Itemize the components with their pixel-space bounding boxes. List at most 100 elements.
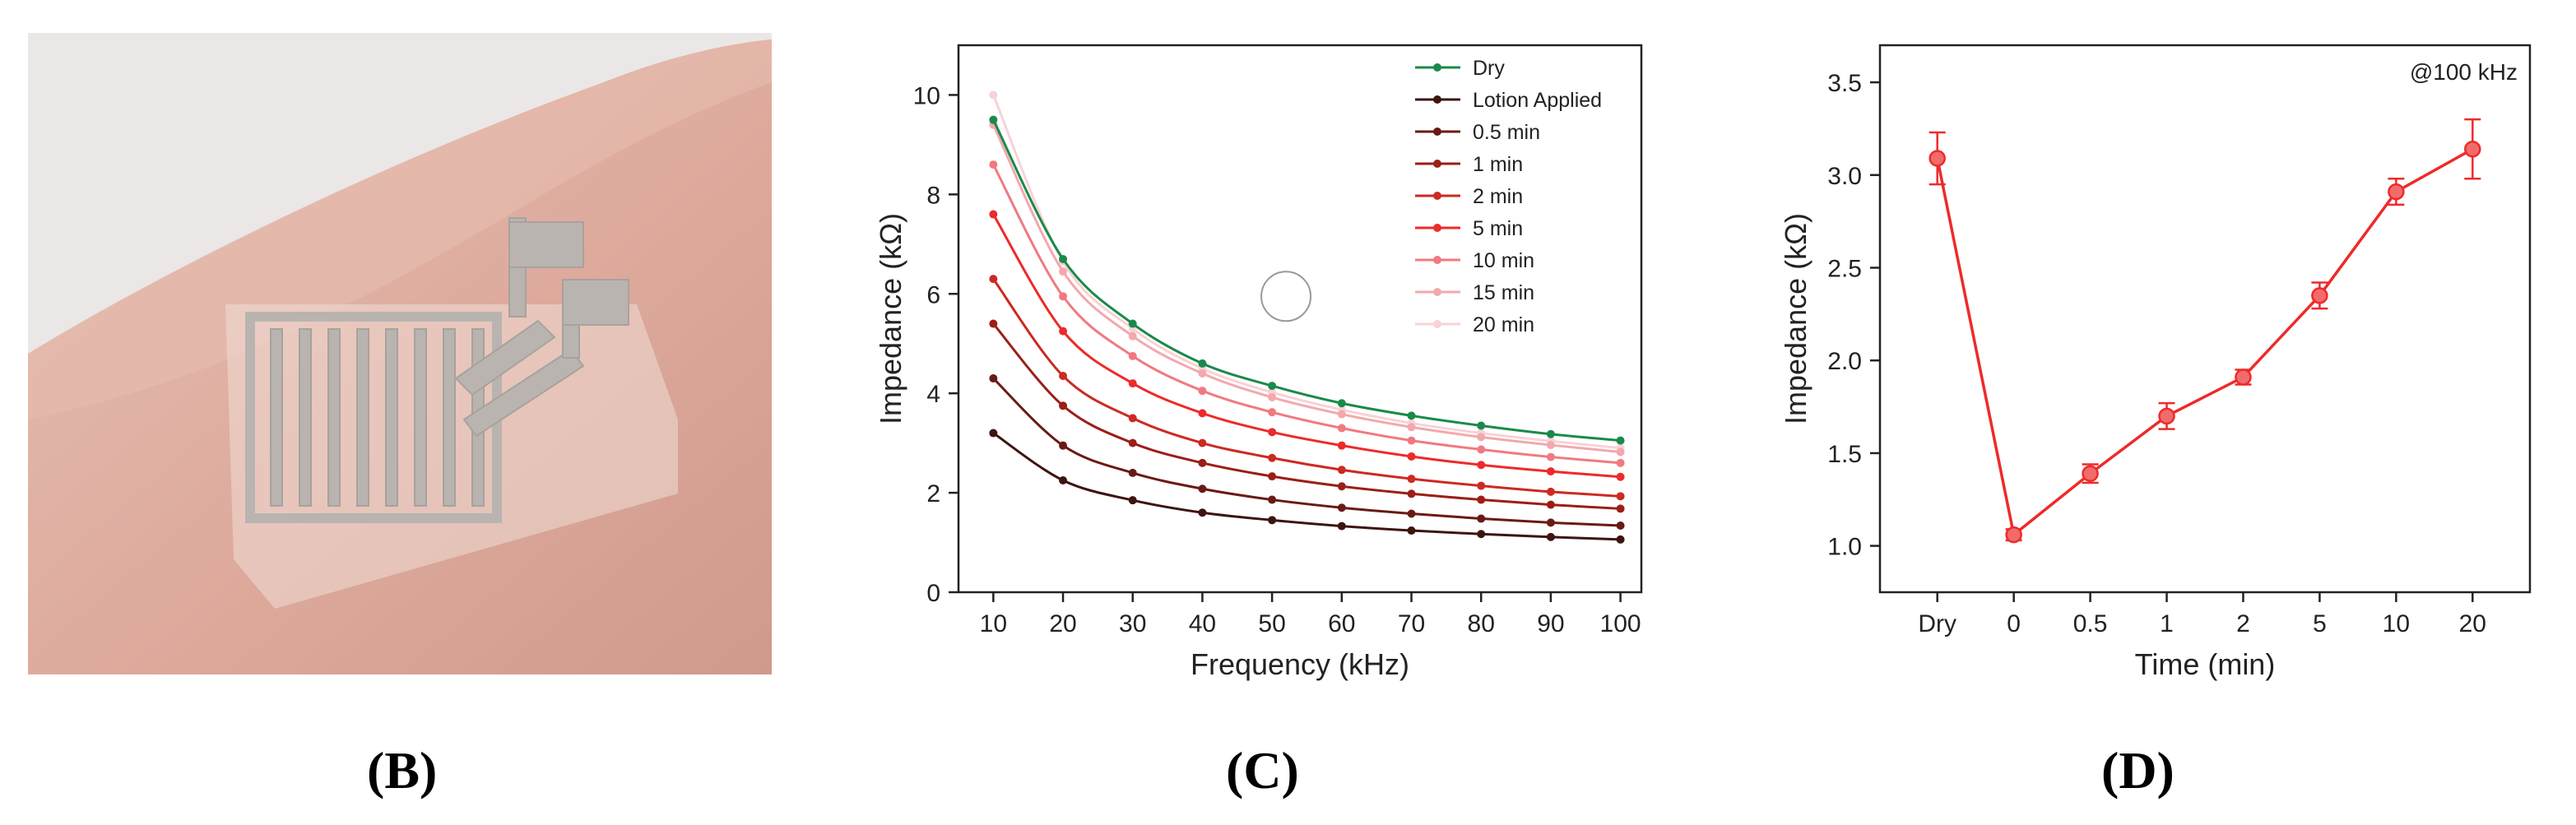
x-tick-label: 20 [1049,610,1076,637]
legend-marker-0-5-min [1433,127,1441,136]
data-point-10-min [1198,387,1207,396]
annotation-frequency: @100 kHz [2410,59,2518,85]
x-tick-label: 60 [1328,610,1355,637]
y-axis-label: Impedance (kΩ) [1779,213,1812,424]
data-point-10-min [989,160,998,169]
plot-frame [957,44,1643,594]
y-tick-label: 4 [926,381,940,408]
y-tick-label: 10 [913,82,940,109]
x-tick-label: 40 [1189,610,1216,637]
x-tick-label: 5 [2313,610,2327,637]
chart-frequency-impedance: 10 20 30 40 50 60 70 80 90 100 0 2 4 6 8 10 Frequency (k… [874,44,1643,681]
y-tick-label: 3.0 [1827,163,1862,190]
series-line-0-5-min [992,377,1621,527]
data-point-dry [1337,399,1346,408]
data-point-lotion-applied [1337,521,1346,531]
y-tick-label: 2 [926,480,940,508]
y-tick-label: 0 [926,580,940,607]
y-tick-label: 1.0 [1827,534,1862,561]
data-point-10-min [1546,452,1555,461]
legend-marker-10-min [1433,256,1441,264]
plot-frame [1878,44,2532,594]
data-point-0-5-min [1128,468,1137,477]
y-tick-label: 2.0 [1827,348,1862,375]
data-point-15-min [1477,433,1486,442]
x-tick-label: 80 [1468,610,1495,637]
data-point [2082,465,2099,482]
x-tick-label: 50 [1258,610,1285,637]
data-point-0-5-min [1546,518,1555,527]
data-point-15-min [1546,441,1555,450]
series-line-20-min [991,94,1621,450]
data-point-0-5-min [1337,503,1346,512]
data-point-0-5-min [1198,484,1207,494]
legend-marker-20-min [1433,320,1441,328]
data-point-2-min [989,275,998,284]
x-tick-label: 10 [2383,610,2410,637]
data-point-lotion-applied [1128,496,1137,505]
cursor-circle [1260,271,1312,322]
data-point-2-min [1546,487,1555,496]
data-point-0-5-min [1059,441,1068,450]
data-point-15-min [1198,369,1207,378]
data-point-10-min [1128,351,1137,360]
data-point-1-min [989,319,998,328]
data-point-lotion-applied [1059,475,1068,484]
data-point-1-min [1407,489,1416,498]
x-tick-label: 100 [1600,610,1641,637]
data-point-dry [1616,436,1625,445]
data-point-2-min [1337,466,1346,475]
data-point-10-min [1337,424,1346,433]
data-point-5-min [1546,467,1555,476]
x-tick-label: 0 [2007,610,2021,637]
series-line-5-min [992,213,1621,479]
data-point-10-min [1477,445,1486,454]
legend-label-15-min: 15 min [1473,281,1534,304]
data-point-0-5-min [989,374,998,383]
data-point-15-min [1128,331,1137,341]
data-point-dry [1477,421,1486,430]
data-point-5-min [1337,441,1346,450]
legend-label-0-5-min: 0.5 min [1473,121,1540,144]
data-point-2-min [1128,414,1137,423]
data-point-0-5-min [1616,521,1625,530]
data-point-15-min [1616,447,1625,457]
data-point-lotion-applied [1546,532,1555,541]
data-point-lotion-applied [1198,508,1207,517]
series-line-dry [992,119,1621,443]
series-line-1-min [992,322,1621,510]
data-point-10-min [1268,408,1277,417]
data-point-dry [1546,429,1555,438]
data-point-2-min [1198,438,1207,447]
y-tick-label: 6 [926,281,940,308]
data-point-0-5-min [1268,495,1277,504]
data-point-dry [1198,359,1207,368]
data-point-2-min [1407,475,1416,484]
series-line-lotion-applied [992,432,1621,541]
data-point [2005,526,2022,544]
data-point-5-min [1268,428,1277,437]
data-point-1-min [1616,504,1625,513]
data-point-10-min [1059,292,1068,301]
legend-label-2-min: 2 min [1473,185,1523,208]
y-tick-label: 3.5 [1827,70,1862,97]
data-point-lotion-applied [1268,516,1277,525]
data-point-2-min [1268,453,1277,462]
x-tick-label: 20 [2459,610,2486,637]
x-tick-label: 2 [2236,610,2250,637]
x-tick-label: Dry [1918,610,1956,637]
data-point [2388,183,2405,201]
legend-label-20-min: 20 min [1473,313,1534,336]
data-point-dry [1268,382,1277,391]
x-tick-label: 90 [1537,610,1564,637]
data-point-dry [1407,411,1416,420]
panel-label-c: (C) [1226,741,1299,800]
y-tick-label: 2.5 [1827,256,1862,283]
panel-label-d: (D) [2101,741,2175,800]
panel-label-b: (B) [367,741,438,800]
legend-marker-2-min [1433,192,1441,200]
data-point-1-min [1546,500,1555,509]
legend-marker-dry [1433,63,1441,72]
data-point-15-min [1337,410,1346,419]
data-point-2-min [1477,481,1486,490]
